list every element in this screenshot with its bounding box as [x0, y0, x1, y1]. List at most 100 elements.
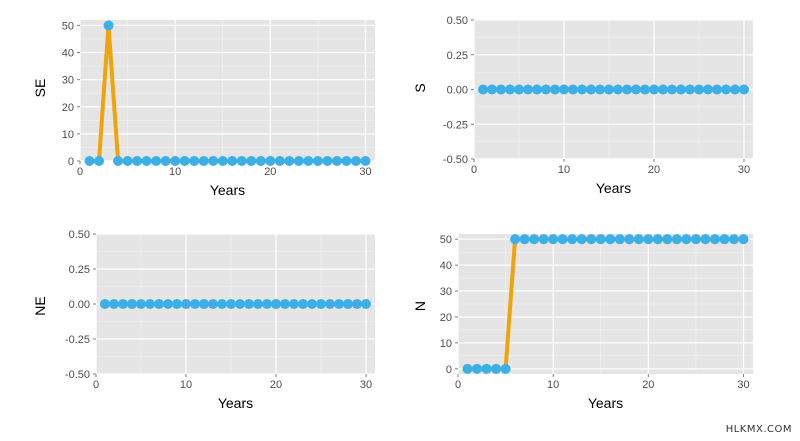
y-tick-label: 0.25	[69, 264, 90, 276]
x-axis-title: Years	[210, 182, 245, 198]
data-point	[262, 299, 272, 309]
data-point	[631, 84, 641, 95]
data-point	[514, 84, 524, 95]
data-point	[360, 156, 371, 166]
data-point	[208, 156, 219, 166]
data-point	[289, 299, 299, 309]
y-tick-label: 0.25	[447, 50, 468, 62]
x-tick-label: 30	[360, 379, 372, 391]
data-point	[624, 234, 635, 245]
data-point	[703, 84, 713, 95]
data-point	[132, 156, 143, 166]
data-point	[496, 84, 506, 95]
data-point	[676, 84, 686, 95]
data-point	[557, 234, 568, 245]
data-point	[577, 84, 587, 95]
watermark: HLKMX.COM	[725, 424, 792, 435]
data-point	[728, 234, 739, 245]
data-point	[145, 299, 155, 309]
data-point	[481, 363, 492, 374]
data-point	[331, 156, 342, 166]
data-point	[500, 363, 511, 374]
data-point	[586, 234, 597, 245]
data-point	[523, 84, 533, 95]
chart-panel-3: 0 10 20 30 -0.50 -0.25 0.00 0.25 0.50 Years NE	[32, 229, 375, 411]
data-point	[113, 156, 124, 166]
chart-panel-4: 0 10 20 30 0 10 20 30 40 50 Years N	[412, 234, 753, 411]
y-axis-title: N	[412, 301, 428, 311]
data-point	[487, 84, 497, 95]
data-point	[559, 84, 569, 95]
data-point	[322, 156, 333, 166]
x-tick-label: 20	[264, 166, 276, 178]
y-tick-label: 0.50	[447, 15, 468, 27]
data-point	[491, 363, 502, 374]
data-point	[643, 234, 654, 245]
data-point	[179, 156, 190, 166]
data-point	[529, 234, 540, 245]
data-point	[694, 84, 704, 95]
data-point	[151, 156, 162, 166]
data-point	[280, 299, 290, 309]
data-point	[478, 84, 488, 95]
x-tick-label: 30	[359, 166, 371, 178]
y-tick-label: -0.50	[65, 369, 90, 381]
data-point	[595, 234, 606, 245]
data-point	[541, 84, 551, 95]
data-point	[103, 20, 114, 31]
data-point	[614, 234, 625, 245]
x-tick-label: 20	[642, 379, 654, 391]
data-point	[226, 299, 236, 309]
data-point	[271, 299, 281, 309]
data-point	[640, 84, 650, 95]
data-point	[548, 234, 559, 245]
data-point	[253, 299, 263, 309]
x-axis-title: Years	[596, 180, 631, 196]
data-point	[652, 234, 663, 245]
y-tick-label: 0.00	[69, 299, 90, 311]
data-point	[303, 156, 314, 166]
data-point	[505, 84, 515, 95]
data-point	[690, 234, 701, 245]
x-tick-label: 0	[93, 379, 99, 391]
data-point	[649, 84, 659, 95]
data-point	[568, 84, 578, 95]
data-point	[586, 84, 596, 95]
y-tick-label: 10	[62, 129, 74, 141]
data-point	[217, 299, 227, 309]
y-tick-label: -0.25	[443, 119, 468, 131]
data-point	[109, 299, 119, 309]
data-point	[604, 84, 614, 95]
data-point	[189, 156, 200, 166]
x-tick-label: 30	[738, 164, 750, 176]
data-point	[341, 156, 352, 166]
data-point	[730, 84, 740, 95]
data-point	[244, 299, 254, 309]
x-tick-label: 0	[455, 379, 461, 391]
y-tick-label: -0.25	[65, 334, 90, 346]
x-tick-label: 0	[471, 164, 477, 176]
data-point	[352, 299, 362, 309]
data-point	[709, 234, 720, 245]
data-point	[217, 156, 228, 166]
data-point	[739, 84, 749, 95]
data-point	[685, 84, 695, 95]
plot-background	[80, 20, 375, 161]
data-point	[190, 299, 200, 309]
x-axis-title: Years	[218, 395, 253, 411]
data-point	[265, 156, 276, 166]
data-point	[472, 363, 483, 374]
y-tick-label: 0	[68, 156, 74, 168]
data-point	[122, 156, 133, 166]
data-point	[160, 156, 171, 166]
y-tick-label: 10	[440, 338, 452, 350]
x-tick-label: 10	[558, 164, 570, 176]
data-point	[274, 156, 285, 166]
data-point	[316, 299, 326, 309]
x-tick-label: 10	[180, 379, 192, 391]
y-tick-label: 50	[440, 234, 452, 246]
y-tick-label: 0.00	[447, 85, 468, 97]
data-point	[172, 299, 182, 309]
y-tick-label: 50	[62, 20, 74, 32]
